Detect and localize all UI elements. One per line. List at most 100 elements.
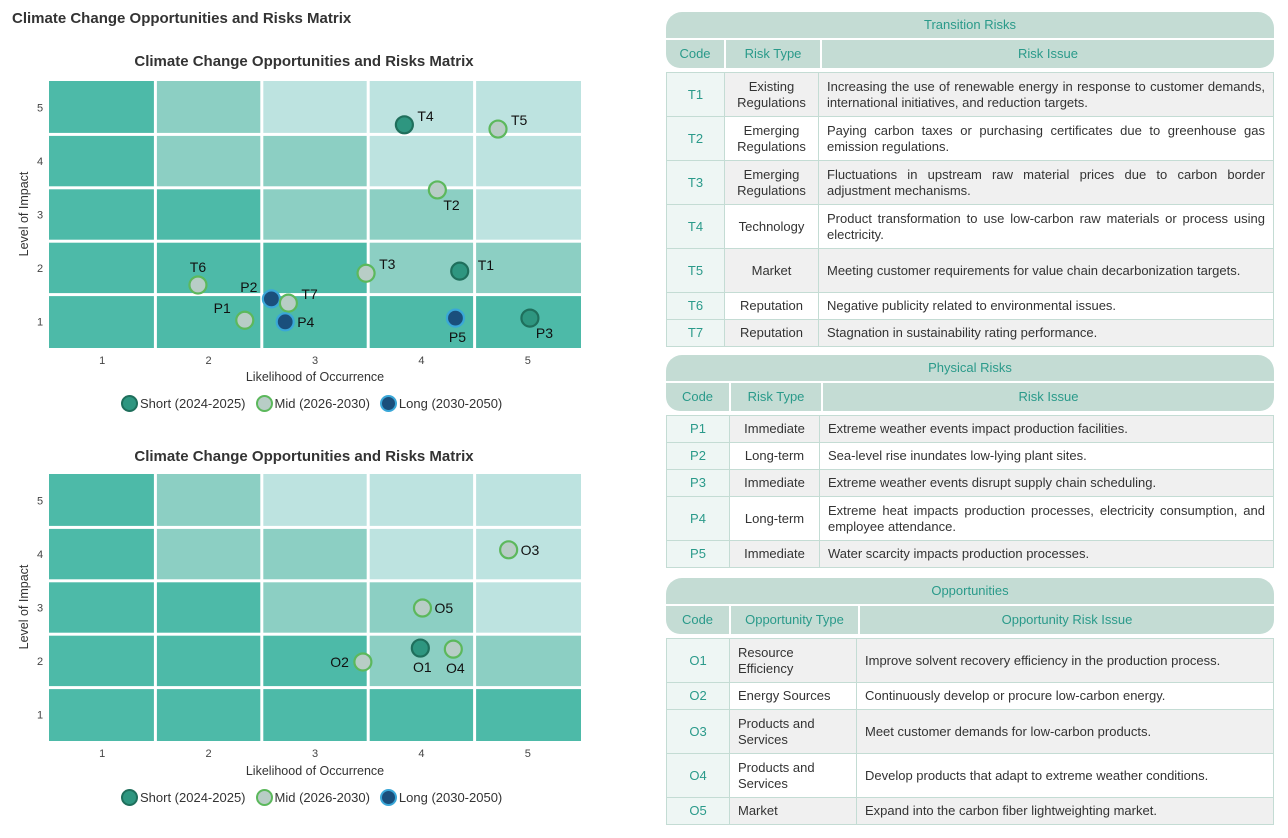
matrix-cell: [476, 689, 581, 741]
matrix-cell: [263, 635, 367, 687]
table-caption: Physical Risks: [666, 355, 1274, 381]
issue-cell: Extreme weather events disrupt supply ch…: [819, 469, 1274, 497]
risk-matrix-chart: Climate Change Opportunities and Risks M…: [0, 40, 640, 440]
point-label-p5: P5: [449, 329, 466, 345]
legend-label: Mid (2026-2030): [274, 790, 370, 805]
column-header-issue: Risk Issue: [820, 40, 1274, 68]
data-point-t6[interactable]: [188, 275, 208, 295]
table-caption: Transition Risks: [666, 12, 1274, 38]
legend: Short (2024-2025) Mid (2026-2030) Long (…: [121, 395, 502, 412]
physical-risks-table: Physical Risks Code Risk Type Risk Issue…: [666, 355, 1274, 568]
legend-item-long[interactable]: Long (2030-2050): [379, 395, 503, 412]
table-row: T3 Emerging Regulations Fluctuations in up…: [666, 160, 1274, 205]
matrix-cell: [156, 689, 261, 741]
code-cell: O4: [666, 753, 730, 798]
background-cells: [49, 474, 581, 741]
column-header-code: Code: [681, 612, 714, 627]
matrix-cell: [369, 528, 474, 580]
opportunities-table: Opportunities Code Opportunity Type Oppo…: [666, 578, 1274, 825]
data-point-o1[interactable]: [410, 638, 430, 658]
point-label-o2: O2: [330, 654, 349, 670]
data-point-p5[interactable]: [445, 308, 466, 328]
matrix-cell: [49, 582, 154, 633]
y-tick-label: 2: [37, 263, 43, 275]
matrix-cell: [156, 81, 261, 133]
legend-label: Long (2030-2050): [398, 396, 503, 411]
table-row: T4 Technology Product transformation to us…: [666, 204, 1274, 249]
data-point-t7[interactable]: [278, 293, 298, 313]
x-tick-label: 3: [312, 748, 318, 760]
legend-item-long[interactable]: Long (2030-2050): [379, 789, 503, 806]
table-header: Code Risk Type Risk Issue: [666, 38, 1274, 68]
data-point-o3[interactable]: [499, 540, 519, 560]
point-label-o3: O3: [521, 542, 540, 558]
short-term-marker-icon: [121, 789, 138, 806]
type-cell: Emerging Regulations: [724, 116, 819, 161]
matrix-cell: [476, 635, 581, 687]
table-row: T1 Existing Regulations Increasing the use…: [666, 72, 1274, 117]
code-cell: O5: [666, 797, 730, 825]
table-row: T7 Reputation Stagnation in sustainability…: [666, 319, 1274, 347]
type-cell: Long-term: [729, 442, 820, 470]
point-label-o4: O4: [446, 660, 465, 676]
point-label-p3: P3: [536, 325, 553, 341]
data-point-t5[interactable]: [488, 119, 508, 139]
point-label-o1: O1: [413, 659, 432, 675]
data-points: T4 T5 T2 T3 T1 T6 P2 T7 P1 P4 P5 P3: [188, 108, 553, 345]
type-cell: Products and Services: [729, 709, 857, 754]
point-label-p1: P1: [214, 300, 231, 316]
legend-label: Long (2030-2050): [398, 790, 503, 805]
column-header-type: Risk Type: [724, 40, 820, 68]
column-header-issue: Risk Issue: [821, 383, 1274, 411]
table-body: O1 Resource Efficiency Improve solvent rec…: [666, 638, 1274, 825]
type-cell: Market: [729, 797, 857, 825]
legend-item-mid[interactable]: Mid (2026-2030): [255, 395, 370, 412]
x-tick-label: 1: [99, 748, 105, 760]
code-cell: P3: [666, 469, 730, 497]
legend-item-short[interactable]: Short (2024-2025): [121, 395, 246, 412]
matrix-cell: [156, 635, 261, 687]
code-cell: O1: [666, 638, 730, 683]
matrix-cell: [263, 189, 367, 240]
data-point-p3[interactable]: [520, 308, 540, 328]
data-point-p4[interactable]: [275, 312, 295, 332]
type-cell: Long-term: [729, 496, 820, 541]
data-point-p2[interactable]: [261, 289, 281, 309]
legend-label: Mid (2026-2030): [274, 396, 370, 411]
legend: Short (2024-2025) Mid (2026-2030) Long (…: [121, 789, 502, 806]
data-point-o5[interactable]: [412, 598, 433, 618]
matrix-cell: [369, 135, 474, 187]
matrix-cell: [156, 242, 261, 294]
table-row: O4 Products and Services Develop products …: [666, 753, 1274, 798]
data-point-o2[interactable]: [353, 652, 373, 672]
matrix-cell: [369, 81, 474, 133]
matrix-cell: [369, 474, 474, 526]
y-tick-label: 5: [37, 103, 43, 115]
matrix-cell: [263, 474, 367, 526]
code-cell: P1: [666, 415, 730, 443]
data-point-t2[interactable]: [427, 180, 447, 200]
data-point-t4[interactable]: [394, 115, 414, 135]
code-cell: T2: [666, 116, 725, 161]
long-term-marker-icon: [379, 789, 397, 806]
code-cell: P2: [666, 442, 730, 470]
matrix-cell: [476, 528, 581, 580]
column-header-type: Opportunity Type: [729, 606, 858, 634]
y-axis-label: Level of Impact: [17, 171, 31, 256]
code-cell: T1: [666, 72, 725, 117]
data-point-t1[interactable]: [450, 261, 470, 281]
type-cell: Products and Services: [729, 753, 857, 798]
matrix-cell: [369, 689, 474, 741]
table-caption: Opportunities: [666, 578, 1274, 604]
data-point-p1[interactable]: [235, 310, 255, 330]
y-ticks: 1 2 3 4 5: [37, 496, 43, 722]
legend-item-mid[interactable]: Mid (2026-2030): [255, 789, 370, 806]
legend-item-short[interactable]: Short (2024-2025): [121, 789, 246, 806]
data-point-o4[interactable]: [443, 639, 463, 659]
risk-matrix-svg: Climate Change Opportunities and Risks M…: [17, 53, 581, 384]
issue-cell: Develop products that adapt to extreme w…: [856, 753, 1274, 798]
data-point-t3[interactable]: [356, 263, 376, 283]
matrix-cell: [476, 474, 581, 526]
issue-cell: Expand into the carbon fiber lightweight…: [856, 797, 1274, 825]
x-axis-label: Likelihood of Occurrence: [246, 764, 384, 778]
